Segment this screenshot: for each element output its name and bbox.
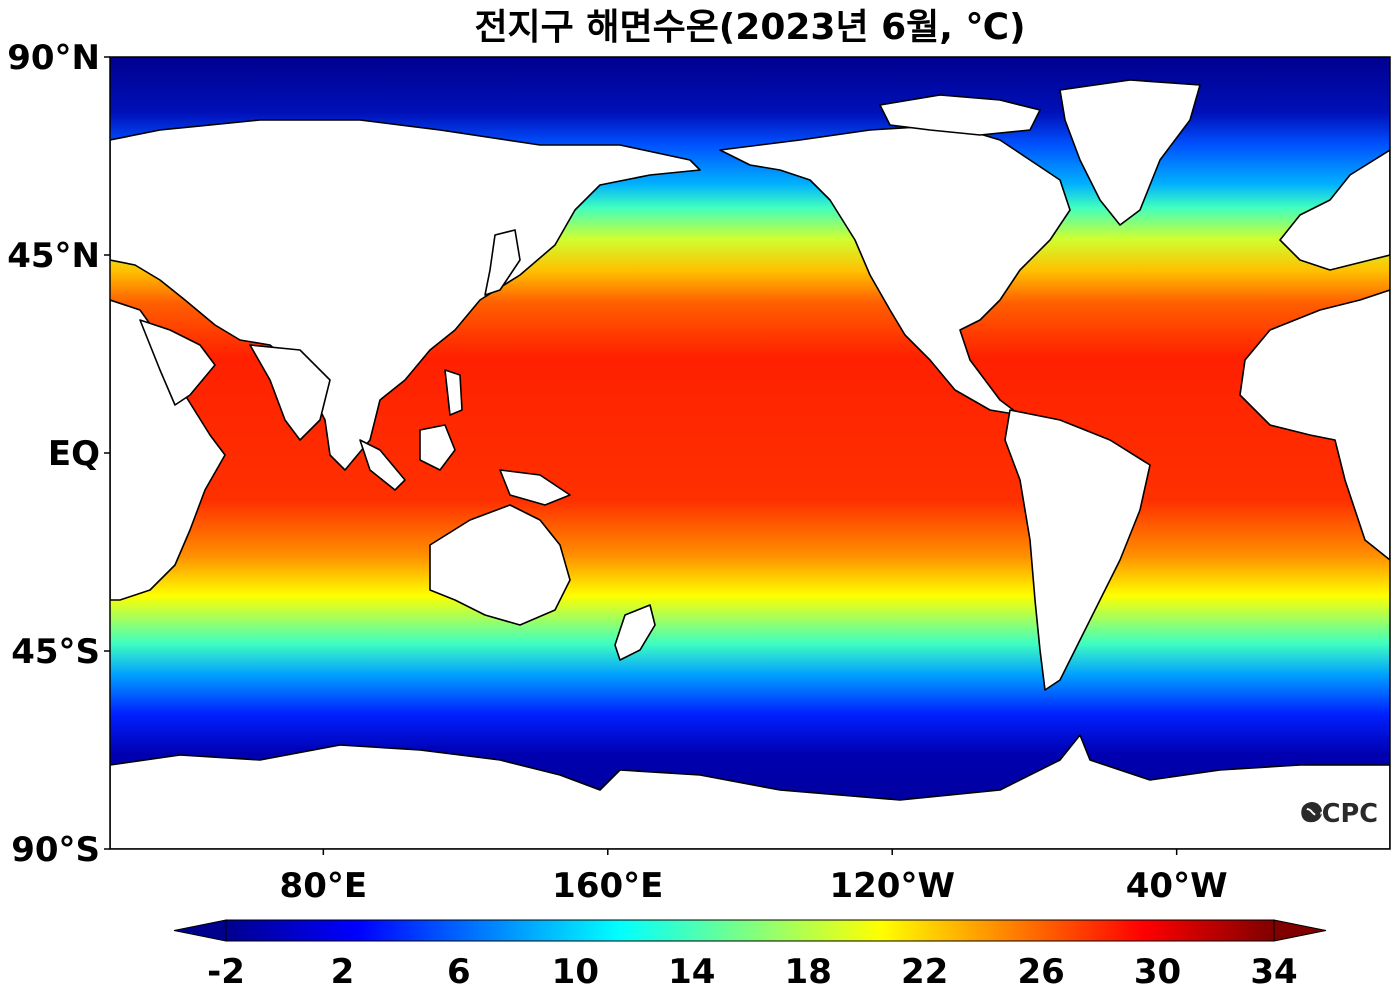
lon-tick-label: 120°W xyxy=(829,866,954,906)
longitude-axis: 80°E 160°E 120°W 40°W xyxy=(280,849,1228,906)
lon-tick-label: 40°W xyxy=(1126,866,1228,906)
colorbar-tick-label: 30 xyxy=(1134,952,1181,992)
latitude-axis: 90°N 45°N EQ 45°S 90°S xyxy=(7,38,110,870)
colorbar-tick-label: 10 xyxy=(552,952,599,992)
colorbar-tick-label: 22 xyxy=(901,952,948,992)
lat-tick-label: 90°S xyxy=(11,830,100,870)
lat-tick-label: 45°S xyxy=(11,632,100,672)
lat-tick-label: 45°N xyxy=(7,236,100,276)
colorbar-tick-label: 6 xyxy=(447,952,471,992)
colorbar: -2 2 6 10 14 18 22 26 30 34 xyxy=(174,920,1326,992)
ocpc-logo: OCPC xyxy=(1300,799,1378,829)
colorbar-tick-label: 26 xyxy=(1017,952,1064,992)
lat-tick-label: 90°N xyxy=(7,38,100,78)
colorbar-gradient xyxy=(226,920,1274,941)
lon-tick-label: 80°E xyxy=(280,866,368,906)
colorbar-ticks: -2 2 6 10 14 18 22 26 30 34 xyxy=(207,952,1298,992)
lon-tick-label: 160°E xyxy=(552,866,663,906)
colorbar-tick-label: 2 xyxy=(331,952,355,992)
colorbar-tick-label: -2 xyxy=(207,952,245,992)
colorbar-min-extend xyxy=(174,920,226,941)
colorbar-tick-label: 34 xyxy=(1250,952,1297,992)
ocpc-logo-text: OCPC xyxy=(1300,799,1378,829)
colorbar-max-extend xyxy=(1274,920,1326,941)
colorbar-tick-label: 18 xyxy=(785,952,832,992)
lat-tick-label: EQ xyxy=(48,434,100,474)
colorbar-tick-label: 14 xyxy=(668,952,715,992)
